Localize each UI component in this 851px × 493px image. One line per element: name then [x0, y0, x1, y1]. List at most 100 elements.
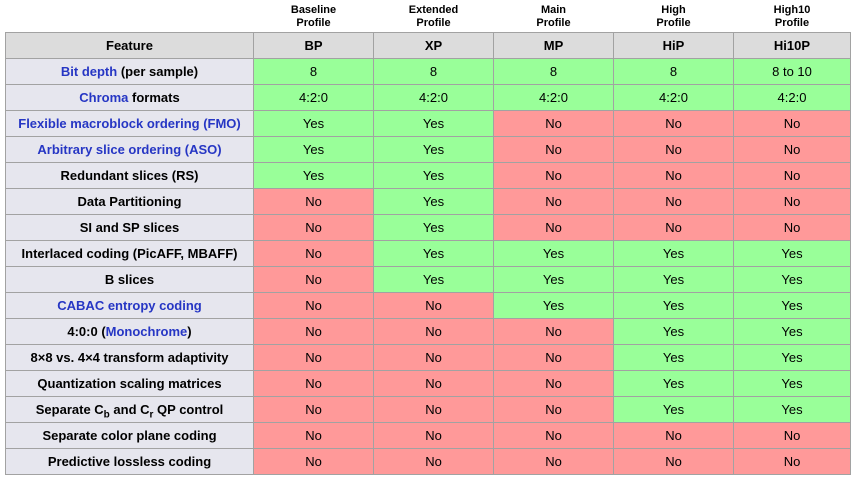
value-cell: No — [493, 422, 614, 449]
feature-text: b — [103, 409, 110, 421]
value-cell: No — [733, 448, 851, 475]
value-cell: 8 — [613, 58, 734, 85]
feature-link[interactable]: Monochrome — [105, 324, 188, 339]
value-cell: No — [613, 422, 734, 449]
value-cell: Yes — [493, 240, 614, 267]
value-cell: Yes — [253, 136, 374, 163]
feature-column-header: Feature — [5, 32, 254, 59]
value-cell: Yes — [373, 188, 494, 215]
column-header-xp: XP — [373, 32, 494, 59]
value-cell: Yes — [733, 292, 851, 319]
feature-label: SI and SP slices — [5, 214, 254, 241]
value-cell: No — [733, 110, 851, 137]
feature-label: Bit depth (per sample) — [5, 58, 254, 85]
feature-link[interactable]: CABAC entropy coding — [57, 298, 202, 313]
value-cell: No — [253, 344, 374, 371]
value-cell: No — [733, 162, 851, 189]
feature-label: Data Partitioning — [5, 188, 254, 215]
feature-label: Chroma formats — [5, 84, 254, 111]
feature-row: Bit depth (per sample) 8 8 8 8 8 to 10 — [5, 58, 851, 85]
feature-label: Interlaced coding (PicAFF, MBAFF) — [5, 240, 254, 267]
value-cell: No — [733, 214, 851, 241]
value-cell: Yes — [253, 110, 374, 137]
profile-name-line: High10 — [773, 4, 811, 16]
feature-label: Arbitrary slice ordering (ASO) — [5, 136, 254, 163]
value-cell: 8 — [493, 58, 614, 85]
value-cell: 4:2:0 — [733, 84, 851, 111]
feature-text: r — [149, 409, 154, 421]
value-cell: 4:2:0 — [253, 84, 374, 111]
feature-text: Separate color plane coding — [42, 428, 217, 443]
profile-name-line: Baseline — [290, 4, 337, 16]
feature-text: 4:0:0 ( — [67, 324, 106, 339]
value-cell: No — [613, 448, 734, 475]
feature-row: B slices No Yes Yes Yes Yes — [5, 266, 851, 293]
value-cell: Yes — [733, 266, 851, 293]
feature-link[interactable]: Flexible macroblock ordering (FMO) — [18, 116, 241, 131]
feature-link[interactable]: Bit depth — [60, 64, 118, 79]
feature-text: (per sample) — [117, 64, 199, 79]
value-cell: Yes — [613, 396, 734, 423]
feature-text: Data Partitioning — [77, 194, 182, 209]
feature-row: Interlaced coding (PicAFF, MBAFF) No Yes Ye… — [5, 240, 851, 267]
value-cell: No — [253, 318, 374, 345]
value-cell: No — [373, 292, 494, 319]
feature-text: Predictive lossless coding — [47, 454, 212, 469]
value-cell: No — [733, 188, 851, 215]
value-cell: Yes — [613, 292, 734, 319]
value-cell: No — [493, 370, 614, 397]
feature-text: ) — [187, 324, 192, 339]
value-cell: Yes — [373, 214, 494, 241]
feature-label: Separate Cb and Cr QP control — [5, 396, 254, 423]
table-body: Bit depth (per sample) 8 8 8 8 8 to 10 Chroma … — [5, 58, 851, 475]
profile-name-line: Profile — [774, 17, 810, 29]
profile-name-line: High — [661, 4, 686, 16]
value-cell: No — [733, 136, 851, 163]
profiles-comparison-table: Baseline Profile Extended Profile Main P… — [5, 3, 851, 475]
feature-row: Predictive lossless coding No No No No No — [5, 448, 851, 475]
feature-link[interactable]: Arbitrary slice ordering (ASO) — [37, 142, 222, 157]
value-cell: No — [493, 318, 614, 345]
feature-text: and C — [109, 402, 150, 417]
feature-link[interactable]: Chroma — [79, 90, 129, 105]
value-cell: Yes — [373, 162, 494, 189]
value-cell: Yes — [613, 370, 734, 397]
value-cell: 8 — [253, 58, 374, 85]
value-cell: Yes — [733, 396, 851, 423]
feature-row: Chroma formats 4:2:0 4:2:0 4:2:0 4:2:0 4:2:0 — [5, 84, 851, 111]
feature-row: Separate Cb and Cr QP control No No No Yes Ye… — [5, 396, 851, 423]
feature-row: 4:0:0 (Monochrome) No No No Yes Yes — [5, 318, 851, 345]
feature-row: Data Partitioning No Yes No No No — [5, 188, 851, 215]
feature-text: Interlaced coding (PicAFF, MBAFF) — [21, 246, 238, 261]
value-cell: No — [493, 396, 614, 423]
value-cell: No — [253, 292, 374, 319]
profile-name-line: Extended — [408, 4, 459, 16]
feature-label: Redundant slices (RS) — [5, 162, 254, 189]
value-cell: No — [493, 214, 614, 241]
value-cell: No — [613, 188, 734, 215]
profile-name-high: High Profile — [614, 3, 734, 33]
feature-text: Quantization scaling matrices — [37, 376, 222, 391]
feature-label: CABAC entropy coding — [5, 292, 254, 319]
feature-text: Redundant slices (RS) — [60, 168, 199, 183]
value-cell: No — [493, 188, 614, 215]
value-cell: No — [613, 136, 734, 163]
profile-name-extended: Extended Profile — [374, 3, 494, 33]
value-cell: Yes — [733, 240, 851, 267]
feature-row: Redundant slices (RS) Yes Yes No No No — [5, 162, 851, 189]
feature-text: 8×8 vs. 4×4 transform adaptivity — [30, 350, 229, 365]
value-cell: No — [373, 396, 494, 423]
feature-label: 4:0:0 (Monochrome) — [5, 318, 254, 345]
value-cell: No — [253, 448, 374, 475]
feature-text: B slices — [104, 272, 155, 287]
value-cell: Yes — [613, 344, 734, 371]
profile-name-main: Main Profile — [494, 3, 614, 33]
value-cell: Yes — [733, 318, 851, 345]
feature-row: Quantization scaling matrices No No No Yes Ye… — [5, 370, 851, 397]
profile-name-line: Profile — [416, 17, 451, 29]
value-cell: No — [373, 448, 494, 475]
value-cell: No — [613, 214, 734, 241]
feature-row: 8×8 vs. 4×4 transform adaptivity No No No Ye… — [5, 344, 851, 371]
value-cell: Yes — [253, 162, 374, 189]
value-cell: No — [493, 344, 614, 371]
